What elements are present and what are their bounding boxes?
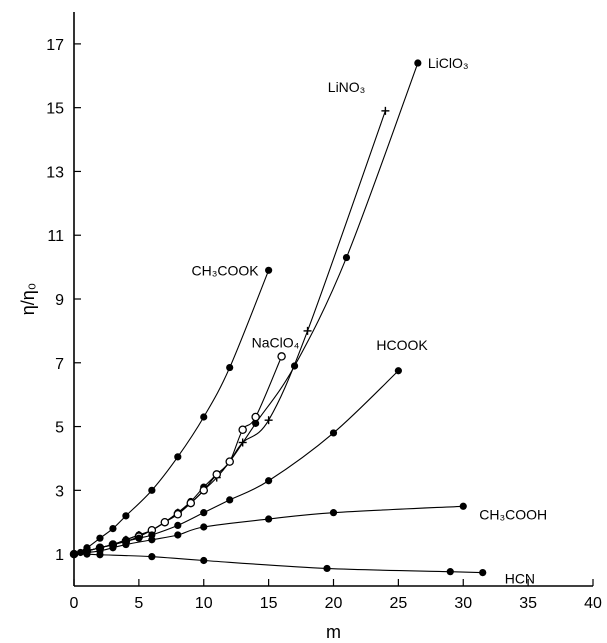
series-5-point <box>174 531 182 539</box>
series-5-point <box>109 544 117 552</box>
series-2-label: NaClO₄ <box>252 334 300 350</box>
series-1-point <box>303 326 312 335</box>
series-6-label: HCN <box>505 571 535 587</box>
x-tick-label: 25 <box>389 595 407 612</box>
series-6-point <box>83 550 91 558</box>
series-2-point <box>277 352 286 361</box>
series-1-point <box>264 416 273 425</box>
series-3-point <box>96 534 104 542</box>
series-3-point <box>265 266 273 274</box>
series-3-point <box>200 413 208 421</box>
x-axis-title: m <box>326 622 341 642</box>
series-3-point <box>226 363 234 372</box>
series-4-point <box>329 429 338 437</box>
y-axis-title: η/η₀ <box>18 283 38 316</box>
series-6-point <box>70 550 78 558</box>
series-4-point <box>200 509 208 517</box>
x-tick-label: 30 <box>454 595 472 612</box>
series-4-point <box>135 534 143 542</box>
series-3-point <box>174 453 182 461</box>
series-4-point <box>265 477 273 485</box>
series-0-point <box>414 59 422 67</box>
series-3-point <box>122 512 130 520</box>
series-0-point <box>252 419 260 427</box>
series-0-point <box>342 253 351 262</box>
series-3-label: CH₃COOK <box>191 262 259 278</box>
series-2-point <box>173 509 183 519</box>
x-tick-label: 20 <box>325 595 343 612</box>
x-tick-label: 0 <box>70 595 79 612</box>
series-1-point <box>381 106 390 115</box>
series-2-point <box>160 517 170 527</box>
series-6-point <box>479 569 487 577</box>
series-4-point <box>394 367 402 375</box>
series-6-point <box>200 556 208 565</box>
series-2-point <box>238 425 247 434</box>
y-tick-label: 11 <box>47 228 64 245</box>
y-tick-label: 9 <box>55 292 64 309</box>
x-tick-label: 10 <box>195 595 213 612</box>
series-3-line <box>73 270 270 555</box>
series-5-point <box>148 536 156 544</box>
series-3-point <box>109 525 117 533</box>
series-5-point <box>122 540 130 549</box>
series-2-point <box>225 457 234 466</box>
series-0-point <box>290 362 299 370</box>
x-tick-label: 40 <box>584 595 602 612</box>
y-tick-label: 5 <box>55 420 64 437</box>
series-5-point <box>200 523 208 531</box>
series-6-point <box>446 568 454 576</box>
series-0-point <box>76 548 85 557</box>
y-tick-label: 1 <box>55 547 64 564</box>
series-2-point <box>186 498 196 508</box>
marker-group <box>69 59 487 577</box>
series-4-label: HCOOK <box>376 337 428 353</box>
series-5-point <box>265 515 273 523</box>
series-5-point <box>459 502 467 510</box>
series-0-label: LiClO₃ <box>428 55 469 71</box>
series-6-point <box>96 551 104 559</box>
series-5-point <box>329 509 338 517</box>
series-5-label: CH₃COOH <box>479 506 547 522</box>
series-2-point <box>251 412 260 422</box>
y-tick-label: 15 <box>46 101 64 118</box>
x-tick-label: 5 <box>134 595 143 612</box>
y-tick-label: 17 <box>46 37 64 54</box>
series-1-label: LiNO₃ <box>328 79 366 95</box>
y-tick-label: 3 <box>55 483 64 500</box>
series-label-group: LiClO₃ LiNO₃ NaClO₄ CH₃COOK HCOOK CH₃COOH HCN <box>191 55 547 587</box>
series-4-point <box>226 496 234 504</box>
series-2-point <box>199 486 208 495</box>
series-1-point <box>238 438 247 447</box>
series-3-point <box>148 486 156 494</box>
series-6-point <box>148 553 156 561</box>
series-4-point <box>174 521 182 530</box>
x-tick-label: 35 <box>519 595 537 612</box>
y-tick-label: 13 <box>46 164 64 181</box>
series-6-point <box>323 564 331 573</box>
y-tick-label: 7 <box>55 356 64 373</box>
series-2-point <box>212 470 221 479</box>
x-tick-label: 15 <box>260 595 278 612</box>
